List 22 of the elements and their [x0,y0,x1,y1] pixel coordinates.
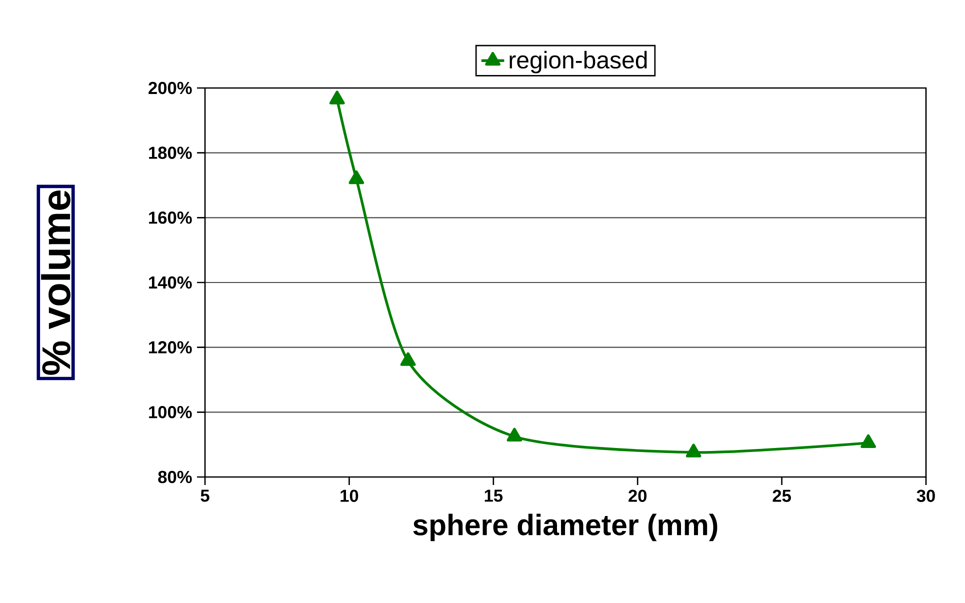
y-tick-label: 140% [149,276,192,289]
legend-label: region-based [510,50,647,74]
point [506,428,522,442]
x-tick-label: 20 [628,490,647,502]
x-tick-label: 5 [200,490,210,502]
y-tick-label: 80% [158,470,192,484]
point [686,444,702,458]
x-tick-label: 10 [340,490,358,502]
y-axis-title: % volume [41,190,70,375]
point [329,90,345,104]
point [348,170,364,184]
point [400,352,416,366]
y-tick-label: 120% [149,341,192,354]
y-tick-label: 180% [149,146,192,159]
x-tick-label: 25 [772,490,791,502]
x-tick-label: 15 [484,490,503,502]
x-axis-title: sphere diameter (mm) [413,514,718,542]
y-tick-label: 200% [148,82,192,94]
x-tick-label: 30 [916,490,935,502]
y-tick-label: 100% [149,406,192,418]
point [860,434,876,448]
y-tick-label: 160% [149,212,192,224]
